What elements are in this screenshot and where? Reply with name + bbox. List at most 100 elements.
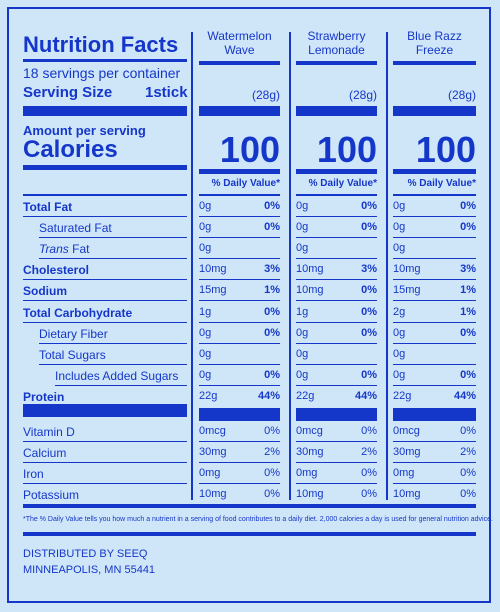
nutrient-amount: 2g	[393, 306, 406, 318]
row-divider	[199, 441, 280, 442]
nutrient-amount: 0g	[296, 242, 309, 254]
nutrient-dv: 0%	[460, 369, 476, 381]
nutrient-dv: 0%	[361, 221, 377, 233]
flavor-calories-bar	[199, 169, 280, 174]
nutrient-dv: 0%	[264, 306, 280, 318]
row-divider	[296, 385, 377, 386]
nutrient-amount: 10mg	[393, 263, 421, 275]
nutrient-dv: 0%	[361, 369, 377, 381]
nutrient-amount: 1g	[296, 306, 309, 318]
row-divider	[393, 216, 476, 217]
row-divider	[393, 483, 476, 484]
protein-thick-bar	[23, 404, 187, 417]
nutrient-amount: 0g	[393, 369, 406, 381]
flavor-serving-grams: (28g)	[447, 88, 476, 102]
nutrient-amount: 10mg	[296, 263, 324, 275]
row-divider	[55, 385, 187, 386]
flavor-serving-bar	[393, 106, 476, 116]
row-divider	[23, 322, 187, 323]
distributor-name: DISTRIBUTED BY SEEQ	[23, 548, 148, 560]
footnote-bottom-bar	[23, 532, 476, 536]
nutrient-dv: 1%	[460, 306, 476, 318]
row-divider	[393, 462, 476, 463]
vitamin-dv: 0%	[361, 425, 377, 437]
vitamin-dv: 2%	[460, 446, 476, 458]
row-divider	[199, 258, 280, 259]
amount-per-serving: Amount per serving	[23, 123, 146, 138]
vitamin-amount: 10mg	[296, 488, 324, 500]
vitamin-label: Potassium	[23, 488, 80, 502]
nutrient-dv: 3%	[264, 263, 280, 275]
nutrient-amount: 0g	[296, 348, 309, 360]
daily-value-footnote: *The % Daily Value tells you how much a …	[23, 516, 493, 523]
column-divider-3	[386, 32, 388, 500]
vitamin-amount: 0mg	[296, 467, 318, 479]
nutrient-amount: 0g	[393, 200, 406, 212]
footnote-top-bar	[23, 504, 476, 508]
vitamin-label: Vitamin D	[23, 425, 75, 439]
nutrient-dv: 1%	[264, 284, 280, 296]
nutrient-label: Includes Added Sugars	[55, 369, 179, 383]
nutrient-amount: 22g	[393, 390, 412, 402]
vitamin-dv: 0%	[361, 488, 377, 500]
nutrient-amount: 22g	[199, 390, 218, 402]
nutrient-amount: 10mg	[199, 263, 227, 275]
nutrient-dv: 0%	[264, 221, 280, 233]
row-divider	[393, 258, 476, 259]
flavor-name-line2: Wave	[224, 43, 255, 57]
nutrient-amount: 0g	[296, 221, 309, 233]
nutrient-dv: 44%	[453, 390, 476, 402]
nutrient-dv: 3%	[460, 263, 476, 275]
vitamin-amount: 30mg	[199, 446, 227, 458]
distributor-address: MINNEAPOLIS, MN 55441	[23, 564, 156, 576]
nutrient-label: Total Sugars	[39, 348, 106, 362]
flavor-name-line1: Strawberry	[307, 29, 366, 43]
flavor-serving-grams: (28g)	[348, 88, 377, 102]
flavor-protein-bar	[199, 408, 280, 421]
flavor-name-line1: Watermelon	[207, 29, 272, 43]
flavor-dv-rule	[296, 194, 377, 196]
nutrient-amount: 10mg	[296, 284, 324, 296]
nutrient-amount: 15mg	[393, 284, 421, 296]
flavor-dv-rule	[199, 194, 280, 196]
nutrient-amount: 0g	[199, 327, 212, 339]
row-divider	[296, 216, 377, 217]
vitamin-dv: 0%	[460, 488, 476, 500]
vitamin-label: Calcium	[23, 446, 67, 460]
nutrient-dv: 0%	[361, 327, 377, 339]
row-divider	[199, 462, 280, 463]
row-divider	[199, 322, 280, 323]
serving-thick-bar	[23, 106, 187, 116]
vitamin-amount: 0mg	[393, 467, 415, 479]
row-divider	[23, 462, 187, 463]
row-divider	[199, 237, 280, 238]
row-divider	[199, 300, 280, 301]
nutrient-label: Dietary Fiber	[39, 327, 108, 341]
row-divider	[296, 300, 377, 301]
vitamin-dv: 2%	[264, 446, 280, 458]
flavor-serving-bar	[296, 106, 377, 116]
vitamin-dv: 0%	[460, 467, 476, 479]
vitamin-dv: 0%	[264, 488, 280, 500]
row-divider	[296, 279, 377, 280]
nutrient-label: Sodium	[23, 284, 67, 298]
nutrient-label: Total Carbohydrate	[23, 306, 133, 320]
nutrient-dv: 0%	[460, 200, 476, 212]
flavor-dv-rule	[393, 194, 476, 196]
row-divider	[23, 483, 187, 484]
row-divider	[199, 385, 280, 386]
row-divider	[393, 343, 476, 344]
row-divider	[393, 441, 476, 442]
dv-header: % Daily Value*	[308, 178, 377, 189]
nutrient-amount: 0g	[296, 369, 309, 381]
row-divider	[199, 279, 280, 280]
row-divider	[296, 441, 377, 442]
nutrition-label	[7, 7, 491, 603]
nutrient-dv: 44%	[354, 390, 377, 402]
flavor-calories-bar	[296, 169, 377, 174]
vitamin-amount: 0mg	[199, 467, 221, 479]
flavor-title-rule	[296, 61, 377, 65]
title-rule	[23, 59, 187, 62]
vitamin-dv: 2%	[361, 446, 377, 458]
vitamin-amount: 30mg	[393, 446, 421, 458]
